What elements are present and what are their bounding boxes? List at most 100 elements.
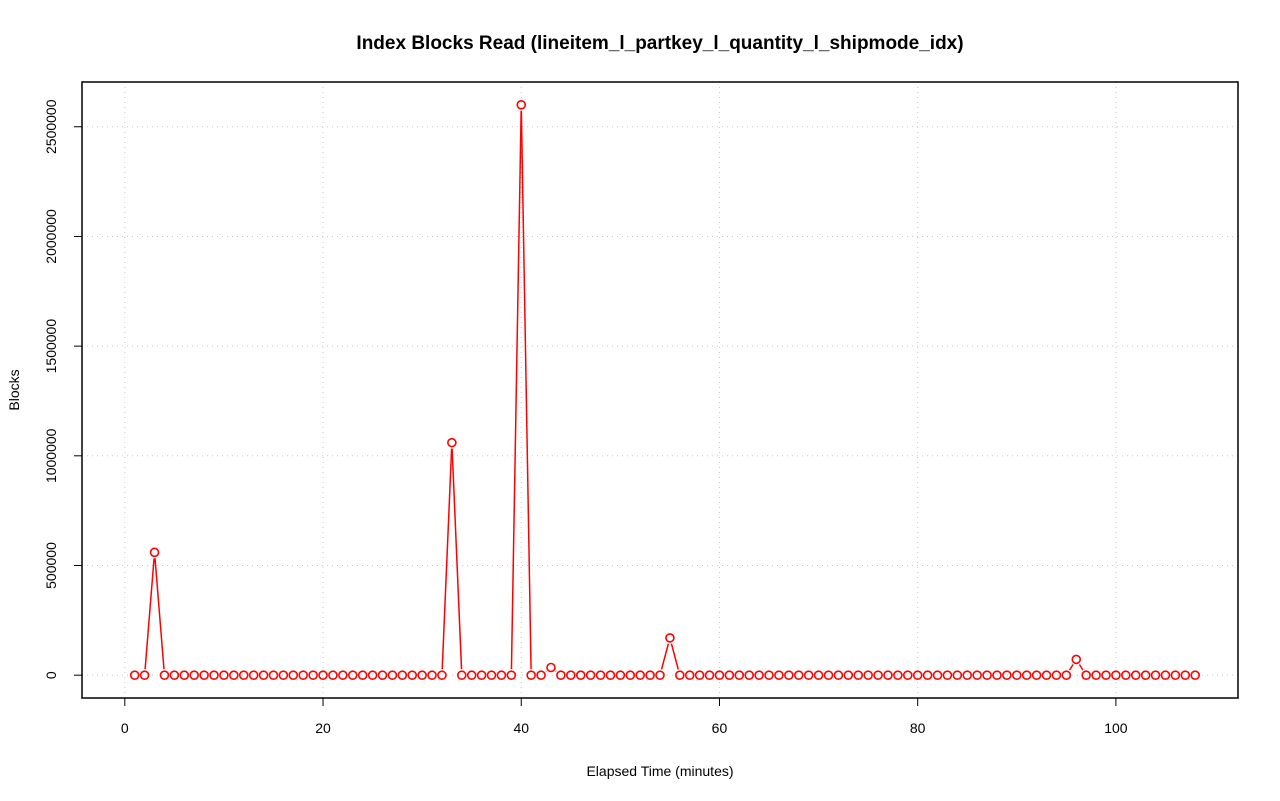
chart-title: Index Blocks Read (lineitem_l_partkey_l_… <box>356 33 963 54</box>
data-point <box>338 670 348 680</box>
data-point <box>873 670 883 680</box>
data-point <box>357 670 368 680</box>
data-point <box>605 670 616 680</box>
series-line-segment <box>451 448 463 670</box>
data-point <box>694 670 705 680</box>
data-point <box>902 670 913 680</box>
data-point <box>486 670 497 680</box>
data-point <box>308 670 318 680</box>
series-line-segment <box>520 110 532 670</box>
x-tick-label: 100 <box>1104 720 1128 736</box>
data-point <box>129 670 140 680</box>
data-point <box>774 670 784 680</box>
y-tick-label: 0 <box>43 671 59 679</box>
data-point <box>793 670 804 680</box>
data-point <box>922 670 933 680</box>
y-tick-label: 500000 <box>43 542 59 589</box>
data-point <box>536 670 546 680</box>
data-point <box>159 670 170 680</box>
series-line-segment <box>441 448 453 670</box>
data-point <box>347 670 358 680</box>
data-point <box>833 670 844 680</box>
data-point <box>952 670 963 680</box>
data-point <box>189 670 199 680</box>
data-point <box>556 670 566 680</box>
data-point <box>1140 670 1151 680</box>
data-point <box>1180 670 1191 680</box>
data-point <box>1170 670 1181 680</box>
data-point <box>377 670 388 680</box>
data-point <box>407 670 418 680</box>
data-point <box>972 670 982 680</box>
data-point <box>179 670 190 680</box>
x-tick-label: 60 <box>712 720 728 736</box>
data-point <box>219 670 229 680</box>
data-point <box>1061 670 1072 680</box>
data-point <box>585 670 596 680</box>
data-point <box>1002 670 1012 680</box>
data-point <box>665 633 675 643</box>
data-point <box>625 670 636 680</box>
y-tick-label: 1000000 <box>43 428 59 483</box>
data-point <box>139 670 150 680</box>
data-point <box>942 670 953 680</box>
series-line-segment <box>1068 664 1074 671</box>
data-point <box>288 670 299 680</box>
x-tick-label: 0 <box>121 720 129 736</box>
data-point <box>1021 670 1032 680</box>
data-point <box>784 670 794 680</box>
x-tick-label: 40 <box>513 720 529 736</box>
data-point <box>992 670 1002 680</box>
data-point <box>1051 670 1062 680</box>
data-point <box>496 670 507 680</box>
data-point <box>417 670 427 680</box>
data-point <box>932 670 943 680</box>
data-point <box>823 670 834 680</box>
data-point <box>1011 670 1022 680</box>
series-line-segment <box>510 110 522 670</box>
data-point <box>684 670 695 680</box>
data-point <box>516 100 527 110</box>
data-point <box>575 670 586 680</box>
data-point <box>813 670 824 680</box>
series-line-segment <box>144 558 155 670</box>
data-point <box>1081 670 1091 680</box>
data-point <box>367 670 378 680</box>
data-point <box>734 670 745 680</box>
data-point <box>893 670 903 680</box>
x-axis: 0 20 40 60 80 100 <box>121 697 1128 736</box>
plot-border <box>81 81 1239 699</box>
data-point <box>1130 670 1141 680</box>
data-point <box>714 670 725 680</box>
data-point <box>456 670 467 680</box>
data-point <box>526 670 536 680</box>
data-point <box>655 670 665 680</box>
data-point <box>1111 670 1121 680</box>
data-point <box>595 670 606 680</box>
y-axis: 0 500000 1000000 1500000 2000000 2500000 <box>43 99 83 679</box>
data-point <box>506 670 517 680</box>
data-point <box>238 670 249 680</box>
data-point <box>982 670 992 680</box>
data-point <box>258 670 269 680</box>
data-point <box>615 670 626 680</box>
data-point <box>387 670 398 680</box>
data-point <box>437 670 447 680</box>
data-point <box>744 670 754 680</box>
series-line-segment <box>670 643 680 670</box>
data-point <box>328 670 338 680</box>
data-point <box>566 670 576 680</box>
series-line-segment <box>660 643 670 670</box>
y-tick-label: 1500000 <box>43 319 59 374</box>
data-point <box>546 662 556 673</box>
data-point <box>268 670 279 680</box>
data-point <box>397 670 408 680</box>
data-point <box>803 670 814 680</box>
data-point <box>1091 670 1101 680</box>
data-point <box>843 670 854 680</box>
y-tick-label: 2500000 <box>43 99 59 154</box>
data-point <box>318 670 328 680</box>
data-point <box>1190 670 1200 680</box>
data-point <box>675 670 685 680</box>
